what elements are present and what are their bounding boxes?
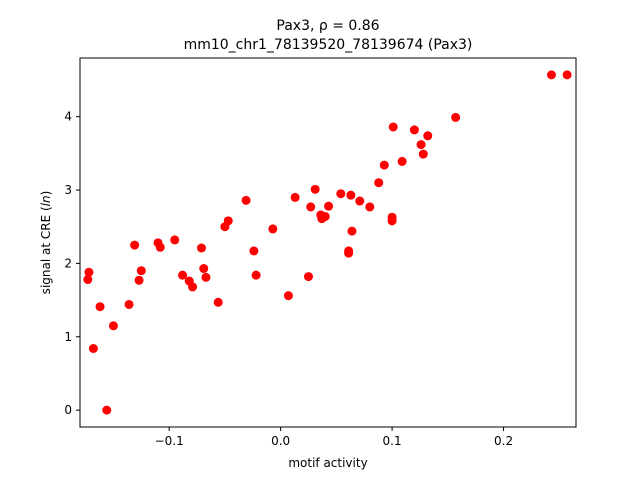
data-point [290, 192, 300, 202]
y-axis-label-prefix: signal at CRE ( [39, 206, 53, 294]
data-point [249, 246, 259, 256]
data-point [83, 275, 93, 285]
data-point [201, 272, 211, 282]
data-point [562, 70, 572, 80]
y-tick-label: 3 [64, 183, 72, 197]
data-point [355, 196, 365, 206]
y-axis-label-suffix: ) [39, 191, 53, 196]
data-point [134, 275, 144, 285]
data-point [155, 242, 165, 252]
x-tick-label: 0.0 [271, 434, 290, 448]
data-point [347, 226, 357, 236]
data-point [387, 216, 397, 226]
x-axis-ticks: −0.1 0.0 0.1 0.2 [155, 427, 513, 448]
data-point [102, 405, 112, 415]
x-axis-label: motif activity [288, 456, 367, 470]
data-point [84, 267, 94, 277]
data-point [423, 131, 433, 141]
data-point [178, 270, 188, 280]
y-axis-label: signal at CRE (ln) [39, 191, 53, 295]
data-point [95, 302, 105, 312]
data-point [303, 272, 313, 282]
data-points [83, 70, 572, 415]
y-axis-label-ln: ln [39, 195, 53, 206]
data-point [251, 270, 261, 280]
y-tick-label: 0 [64, 403, 72, 417]
data-point [268, 224, 278, 234]
data-point [170, 235, 180, 245]
x-tick-label: 0.2 [494, 434, 513, 448]
data-point [241, 195, 251, 205]
y-tick-label: 4 [64, 110, 72, 124]
y-tick-label: 2 [64, 256, 72, 270]
x-tick-label: −0.1 [155, 434, 184, 448]
data-point [409, 125, 419, 135]
data-point [546, 70, 556, 80]
data-point [374, 178, 384, 188]
data-point [199, 264, 209, 274]
y-axis-ticks: 0 1 2 3 4 [64, 110, 80, 417]
data-point [283, 291, 293, 301]
data-point [451, 112, 461, 122]
x-tick-label: 0.1 [383, 434, 402, 448]
data-point [397, 156, 407, 166]
chart-title-line2: mm10_chr1_78139520_78139674 (Pax3) [184, 37, 473, 53]
plot-frame [79, 57, 577, 428]
data-point [136, 266, 146, 276]
data-point [365, 202, 375, 212]
data-point [124, 299, 134, 309]
data-point [346, 190, 356, 200]
data-point [130, 240, 140, 250]
data-point [310, 184, 320, 194]
chart-title-line1: Pax3, ρ = 0.86 [276, 18, 379, 34]
data-point [388, 122, 398, 132]
data-point [108, 321, 118, 331]
data-point [416, 140, 426, 150]
data-point [223, 216, 233, 226]
data-point [344, 248, 354, 258]
data-point [320, 211, 330, 221]
data-point [88, 344, 98, 354]
data-point [418, 149, 428, 159]
data-point [196, 243, 206, 253]
data-point [213, 297, 223, 307]
data-point [188, 282, 198, 292]
data-point [336, 189, 346, 199]
y-tick-label: 1 [64, 330, 72, 344]
data-point [306, 202, 316, 212]
data-point [324, 201, 334, 211]
data-point [379, 160, 389, 170]
